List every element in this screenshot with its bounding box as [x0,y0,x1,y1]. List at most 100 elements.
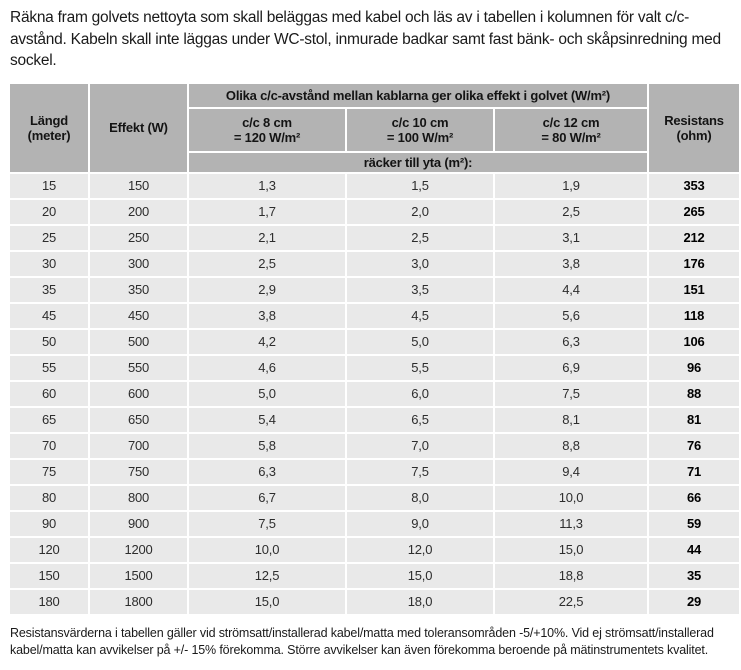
cell-cc8: 15,0 [189,589,345,614]
cell-length: 35 [10,277,88,302]
header-cc-10cm-line2: = 100 W/m² [386,129,454,145]
cell-resistance: 59 [649,511,739,536]
intro-paragraph: Räkna fram golvets nettoyta som skall be… [10,9,721,69]
cell-length: 90 [10,511,88,536]
footnote-paragraph: Resistansvärderna i tabellen gäller vid … [10,625,714,657]
header-resistance-line1: Resistans [664,112,724,128]
cell-effect: 250 [90,225,187,250]
cell-cc12: 2,5 [495,199,647,224]
header-row-group: Längd (meter) Effekt (W) Olika c/c-avstå… [10,83,739,172]
cell-length: 25 [10,225,88,250]
table-row: 90 900 7,5 9,0 11,3 59 [10,511,739,536]
cell-cc8: 4,6 [189,355,345,380]
header-cc-10cm: c/c 10 cm = 100 W/m² [347,108,493,151]
cell-cc12: 18,8 [495,563,647,588]
cell-cc10: 5,5 [347,355,493,380]
table-row: 15 150 1,3 1,5 1,9 353 [10,173,739,198]
cell-length: 60 [10,381,88,406]
cell-length: 55 [10,355,88,380]
cell-effect: 1500 [90,563,187,588]
cell-effect: 300 [90,251,187,276]
cell-effect: 150 [90,173,187,198]
cell-cc8: 1,3 [189,173,345,198]
cell-length: 20 [10,199,88,224]
cell-cc10: 7,0 [347,433,493,458]
cell-cc10: 6,5 [347,407,493,432]
cell-cc8: 6,7 [189,485,345,510]
table-row: 30 300 2,5 3,0 3,8 176 [10,251,739,276]
cell-cc10: 2,0 [347,199,493,224]
cell-length: 80 [10,485,88,510]
cell-cc10: 1,5 [347,173,493,198]
cell-cc8: 3,8 [189,303,345,328]
cable-sizing-table: Längd (meter) Effekt (W) Olika c/c-avstå… [8,82,741,616]
cell-cc10: 5,0 [347,329,493,354]
header-cc-12cm: c/c 12 cm = 80 W/m² [495,108,647,151]
header-resistance-line2: (ohm) [676,127,712,143]
cell-length: 50 [10,329,88,354]
header-row-cc-columns: c/c 8 cm = 120 W/m² c/c 10 cm = 100 W/m²… [10,108,739,151]
cell-cc8: 2,5 [189,251,345,276]
header-cc-12cm-line2: = 80 W/m² [541,129,601,145]
table-row: 180 1800 15,0 18,0 22,5 29 [10,589,739,614]
table-row: 80 800 6,7 8,0 10,0 66 [10,485,739,510]
table-row: 20 200 1,7 2,0 2,5 265 [10,199,739,224]
cell-effect: 1200 [90,537,187,562]
cell-cc8: 5,4 [189,407,345,432]
header-cc-group-title: Olika c/c-avstånd mellan kablarna ger ol… [189,83,647,107]
header-row-area-note: räcker till yta (m²): [10,152,739,172]
table-row: 120 1200 10,0 12,0 15,0 44 [10,537,739,562]
cell-cc10: 3,5 [347,277,493,302]
cell-resistance: 71 [649,459,739,484]
cell-resistance: 35 [649,563,739,588]
table-row: 45 450 3,8 4,5 5,6 118 [10,303,739,328]
table-row: 70 700 5,8 7,0 8,8 76 [10,433,739,458]
cell-cc12: 4,4 [495,277,647,302]
cell-resistance: 151 [649,277,739,302]
cell-effect: 200 [90,199,187,224]
cell-cc10: 18,0 [347,589,493,614]
cell-length: 70 [10,433,88,458]
cell-cc8: 1,7 [189,199,345,224]
cell-resistance: 29 [649,589,739,614]
cell-cc12: 5,6 [495,303,647,328]
cell-cc12: 22,5 [495,589,647,614]
cell-effect: 750 [90,459,187,484]
cell-length: 45 [10,303,88,328]
cell-cc10: 8,0 [347,485,493,510]
cell-resistance: 81 [649,407,739,432]
header-cc-12cm-line1: c/c 12 cm [542,114,600,130]
cell-cc12: 11,3 [495,511,647,536]
cell-cc8: 12,5 [189,563,345,588]
cell-cc10: 7,5 [347,459,493,484]
cell-cc8: 2,1 [189,225,345,250]
header-area-note: räcker till yta (m²): [189,152,647,172]
cell-effect: 450 [90,303,187,328]
table-header: Längd (meter) Effekt (W) Olika c/c-avstå… [10,83,739,172]
cell-resistance: 96 [649,355,739,380]
table-row: 75 750 6,3 7,5 9,4 71 [10,459,739,484]
cell-cc12: 6,9 [495,355,647,380]
cell-cc12: 9,4 [495,459,647,484]
cell-cc12: 7,5 [495,381,647,406]
cell-resistance: 106 [649,329,739,354]
cell-cc12: 6,3 [495,329,647,354]
cell-cc8: 2,9 [189,277,345,302]
table-row: 55 550 4,6 5,5 6,9 96 [10,355,739,380]
header-resistance: Resistans (ohm) [649,83,739,172]
cell-length: 180 [10,589,88,614]
cell-cc12: 15,0 [495,537,647,562]
cell-resistance: 176 [649,251,739,276]
cell-resistance: 44 [649,537,739,562]
cell-effect: 650 [90,407,187,432]
cell-cc10: 15,0 [347,563,493,588]
table-row: 35 350 2,9 3,5 4,4 151 [10,277,739,302]
cell-resistance: 265 [649,199,739,224]
cell-cc12: 10,0 [495,485,647,510]
cell-effect: 900 [90,511,187,536]
table-row: 65 650 5,4 6,5 8,1 81 [10,407,739,432]
table-body: 15 150 1,3 1,5 1,9 353 20 200 1,7 2,0 2,5 265 25 250 2… [10,173,739,614]
table-row: 60 600 5,0 6,0 7,5 88 [10,381,739,406]
header-length: Längd (meter) [10,83,88,172]
